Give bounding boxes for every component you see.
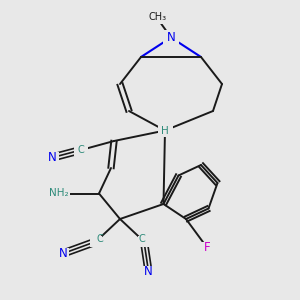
FancyBboxPatch shape: [138, 236, 150, 247]
Text: N: N: [167, 31, 176, 44]
FancyBboxPatch shape: [142, 266, 155, 277]
Text: C: C: [96, 234, 103, 244]
FancyBboxPatch shape: [145, 9, 167, 24]
Text: N: N: [144, 265, 153, 278]
Text: H: H: [161, 125, 169, 136]
FancyBboxPatch shape: [57, 248, 69, 259]
FancyBboxPatch shape: [74, 144, 88, 156]
Text: CH₃: CH₃: [148, 11, 166, 22]
FancyBboxPatch shape: [46, 152, 59, 163]
Text: N: N: [48, 151, 57, 164]
FancyBboxPatch shape: [163, 30, 179, 45]
FancyBboxPatch shape: [47, 186, 70, 201]
FancyBboxPatch shape: [90, 236, 102, 247]
Text: N: N: [58, 247, 68, 260]
FancyBboxPatch shape: [158, 124, 172, 137]
Text: F: F: [204, 241, 210, 254]
Text: NH₂: NH₂: [49, 188, 68, 199]
FancyBboxPatch shape: [201, 242, 213, 254]
Text: C: C: [138, 234, 145, 244]
Text: C: C: [78, 145, 84, 155]
